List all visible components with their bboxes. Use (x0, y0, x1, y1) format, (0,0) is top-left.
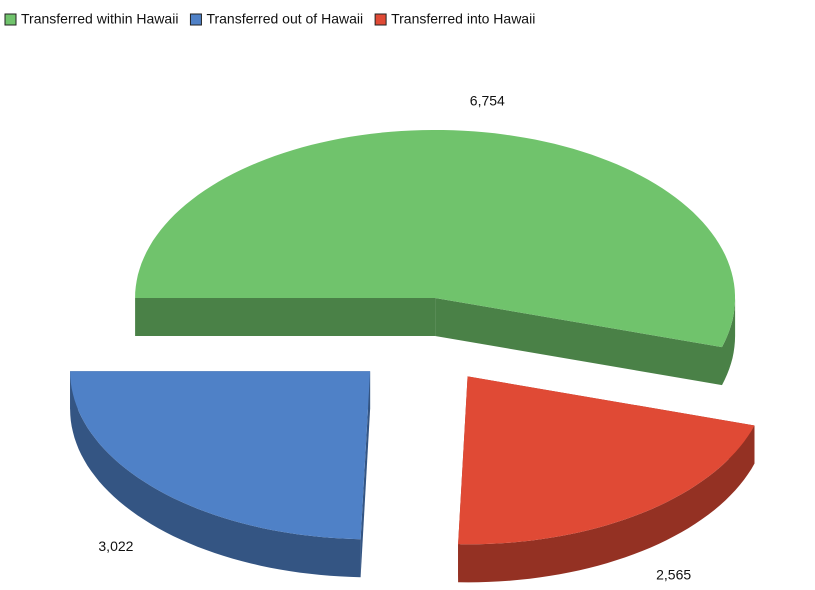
legend-label: Transferred within Hawaii (21, 11, 178, 27)
slice-side (458, 425, 755, 583)
slice-wall (360, 371, 371, 578)
slice-wall (135, 298, 436, 336)
pie-slice (135, 130, 736, 386)
legend-label: Transferred out of Hawaii (206, 11, 363, 27)
legend-swatch (374, 13, 387, 26)
slice-top (70, 371, 371, 540)
legend-swatch (4, 13, 17, 26)
legend-swatch (189, 13, 202, 26)
data-label: 2,565 (656, 566, 691, 582)
data-label: 6,754 (470, 93, 505, 109)
slice-wall (435, 298, 722, 386)
slice-side (70, 371, 361, 578)
pie-slice (458, 376, 755, 583)
data-label: 3,022 (98, 538, 133, 554)
legend-label: Transferred into Hawaii (391, 11, 535, 27)
pie-slice (70, 371, 371, 578)
slice-top (135, 130, 736, 348)
slice-side (722, 298, 736, 386)
slice-top (458, 376, 755, 545)
